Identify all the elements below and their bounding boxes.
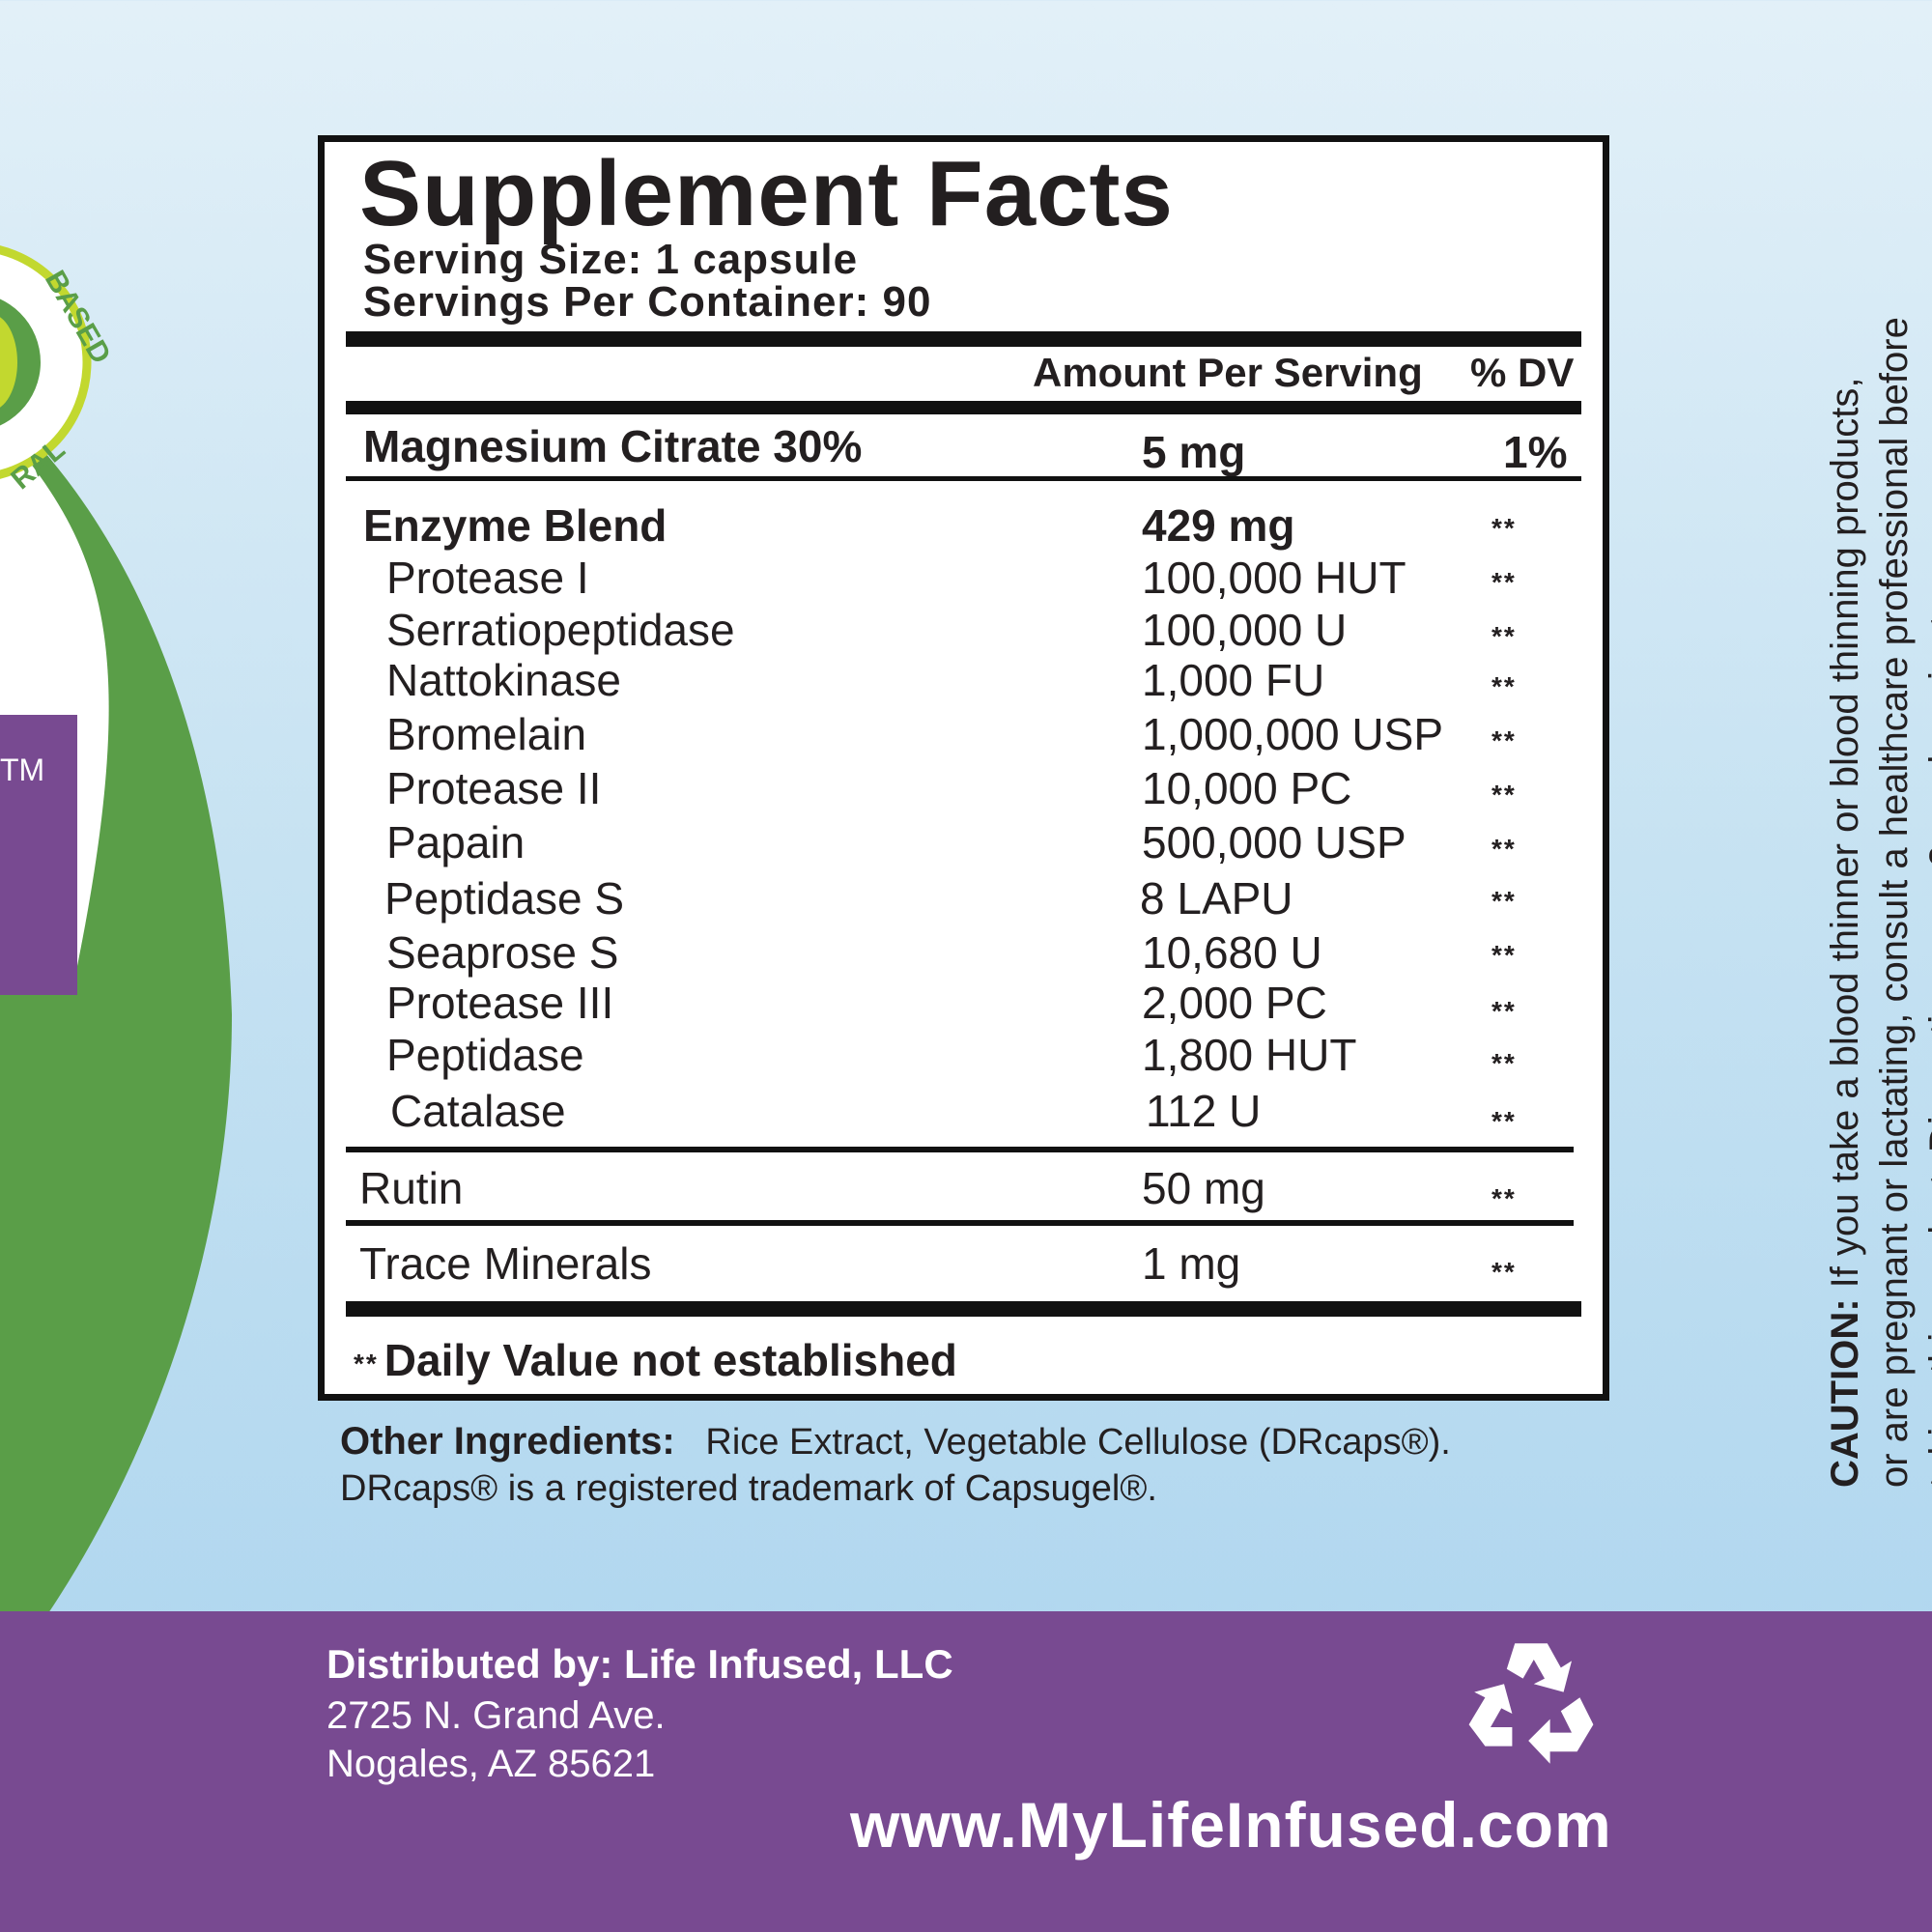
footnote-stars: ** [354,1348,379,1378]
thick-divider [346,1301,1581,1317]
recycle-icon [1468,1643,1594,1764]
servings-per-container: Servings Per Container: 90 [363,278,932,326]
facts-title: Supplement Facts [359,142,1174,245]
ingredient-name: Serratiopeptidase [386,605,735,655]
caution-line-1: If you take a blood thinner or blood thi… [1824,377,1866,1289]
ingredient-name: Protease II [386,763,602,813]
magnesium-name: Magnesium Citrate 30% [363,421,863,471]
footnote-text: Daily Value not established [384,1335,957,1385]
ingredient-name: Papain [386,817,526,867]
ingredient-dv: ** [1492,886,1517,916]
enzyme-blend-dv: ** [1492,513,1517,543]
header-amount-per-serving: Amount Per Serving [1033,350,1423,395]
ingredient-amount: 100,000 U [1142,605,1348,655]
trace-minerals-name: Trace Minerals [359,1238,652,1289]
magnesium-dv: 1% [1503,427,1568,477]
thin-divider [346,1147,1574,1152]
ingredient-amount: 1,000 FU [1142,655,1325,705]
ingredient-name: Catalase [390,1086,566,1136]
ingredient-amount: 100,000 HUT [1142,553,1406,603]
trademark-mark: TM [0,753,44,787]
ingredient-name: Seaprose S [386,927,619,978]
thin-divider [346,476,1581,481]
caution-text: CAUTION: If you take a blood thinner or … [1821,135,1932,1488]
thin-divider [346,1220,1574,1226]
ingredient-name: Peptidase [386,1030,584,1080]
ingredient-amount: 10,000 PC [1142,763,1352,813]
ingredient-dv: ** [1492,834,1517,864]
ingredient-dv: ** [1492,621,1517,651]
serving-size: Serving Size: 1 capsule [363,236,859,283]
trademark-note: DRcaps® is a registered trademark of Cap… [340,1468,1157,1509]
ingredient-dv: ** [1492,1106,1517,1136]
ingredient-dv: ** [1492,671,1517,701]
ingredient-amount: 500,000 USP [1142,817,1406,867]
magnesium-amount: 5 mg [1142,427,1246,477]
ingredient-name: Peptidase S [384,873,625,923]
footer-band: Distributed by: Life Infused, LLC 2725 N… [0,1611,1932,1932]
ingredient-name: Protease I [386,553,589,603]
address-line-2: Nogales, AZ 85621 [327,1743,656,1785]
thick-divider [346,331,1581,347]
other-ingredients-text: Rice Extract, Vegetable Cellulose (DRcap… [705,1422,1451,1463]
ingredient-amount: 2,000 PC [1142,978,1327,1028]
left-product-graphic: BASED RAL TM [0,245,232,1613]
other-ingredients-label: Other Ingredients: [340,1420,675,1463]
ingredient-amount: 10,680 U [1142,927,1322,978]
enzyme-blend-amount: 429 mg [1142,500,1295,551]
ingredient-name: Nattokinase [386,655,621,705]
address-line-1: 2725 N. Grand Ave. [327,1694,666,1737]
ingredient-dv: ** [1492,780,1517,810]
daily-value-footnote: ** Daily Value not established [354,1338,957,1382]
natural-seal-badge: BASED RAL [0,245,117,496]
ingredient-dv: ** [1492,567,1517,597]
ingredient-dv: ** [1492,725,1517,755]
caution-label: CAUTION: [1824,1298,1866,1488]
trace-minerals-dv: ** [1492,1257,1517,1287]
ingredient-name: Bromelain [386,709,587,759]
rutin-dv: ** [1492,1183,1517,1213]
other-ingredients: Other Ingredients: Rice Extract, Vegetab… [340,1418,1451,1512]
ingredient-name: Protease III [386,978,614,1028]
header-daily-value: % DV [1470,350,1575,395]
medium-divider [346,401,1581,414]
ingredient-dv: ** [1492,996,1517,1026]
website-link[interactable]: www.MyLifeInfused.com [850,1789,1612,1861]
ingredient-amount: 112 U [1146,1086,1262,1136]
rutin-amount: 50 mg [1142,1163,1265,1213]
ingredient-amount: 8 LAPU [1140,873,1293,923]
caution-line-2: or are pregnant or lactating, consult a … [1873,317,1916,1488]
ingredient-dv: ** [1492,940,1517,970]
supplement-facts-panel: Supplement Facts Serving Size: 1 capsule… [318,135,1609,1401]
trace-minerals-amount: 1 mg [1142,1238,1241,1289]
distributor-name: Distributed by: Life Infused, LLC [327,1641,953,1687]
ingredient-amount: 1,800 HUT [1142,1030,1357,1080]
caution-line-3: taking this product. Discontinue use 2 w… [1922,446,1932,1488]
ingredient-amount: 1,000,000 USP [1142,709,1444,759]
ingredient-dv: ** [1492,1048,1517,1078]
rutin-name: Rutin [359,1163,464,1213]
enzyme-blend-name: Enzyme Blend [363,500,668,551]
